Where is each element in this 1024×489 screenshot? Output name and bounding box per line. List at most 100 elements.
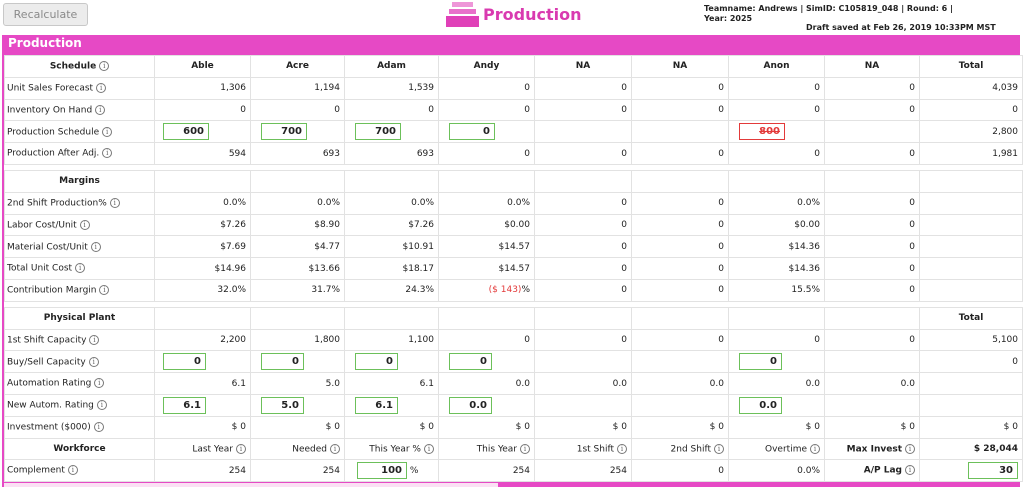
buy-sell-capacity-input[interactable]: 0	[261, 353, 304, 371]
second-shift-production-cell: 0.0%	[250, 191, 345, 215]
production-schedule-input[interactable]: 0	[449, 123, 495, 141]
production-schedule-label: Production Schedule i	[4, 120, 155, 144]
info-icon[interactable]: i	[96, 400, 107, 411]
info-icon[interactable]: i	[89, 334, 100, 345]
info-icon[interactable]: i	[102, 126, 113, 137]
empty-cell	[919, 257, 1023, 280]
info-icon[interactable]: i	[905, 443, 915, 454]
unit-sales-forecast-cell: 0	[631, 76, 729, 100]
investment-label: Investment ($000) i	[4, 415, 155, 439]
buy-sell-capacity-row: Buy/Sell Capacity i 0 0 0 0 0 0	[4, 350, 1023, 374]
contribution-margin-cell: 32.0%	[154, 278, 251, 302]
workforce-column-header: Max Invest i	[824, 437, 920, 461]
empty-cell	[919, 372, 1023, 395]
info-icon[interactable]: i	[424, 443, 434, 454]
buy-sell-capacity-input[interactable]: 0	[163, 353, 206, 371]
labor-cost-cell: $7.26	[344, 213, 439, 237]
production-after-adj-cell: 0	[438, 142, 535, 165]
buy-sell-capacity-input[interactable]: 0	[739, 353, 782, 371]
info-icon[interactable]: i	[79, 219, 90, 230]
first-shift-capacity-cell: 0	[534, 328, 632, 352]
automation-rating-cell: 0.0	[631, 372, 729, 395]
new-autom-rating-input[interactable]: 6.1	[355, 396, 398, 414]
labor-cost-cell: $0.00	[438, 213, 535, 237]
material-cost-cell: 0	[824, 235, 920, 259]
unit-sales-forecast-cell: 0	[824, 76, 920, 100]
recalculate-button[interactable]: Recalculate	[3, 3, 88, 26]
production-schedule-input[interactable]: 600	[163, 123, 209, 141]
workforce-column-header: Overtime i	[728, 437, 825, 461]
empty-cell	[534, 350, 632, 374]
complement-last-year: 254	[154, 459, 251, 483]
empty-cell	[919, 169, 1023, 193]
empty-cell	[250, 306, 345, 330]
empty-cell	[919, 191, 1023, 215]
labor-cost-cell: 0	[534, 213, 632, 237]
info-icon[interactable]: i	[93, 421, 104, 432]
total-unit-cost-label: Total Unit Cost i	[4, 257, 155, 280]
info-icon[interactable]: i	[236, 443, 246, 454]
info-icon[interactable]: i	[96, 82, 107, 93]
info-icon[interactable]: i	[94, 378, 105, 389]
production-schedule-input[interactable]: 800	[739, 123, 785, 141]
ap-lag-input[interactable]: 30	[968, 462, 1018, 480]
info-icon[interactable]: i	[88, 356, 99, 367]
year-line: Year: 2025	[704, 14, 753, 23]
production-schedule-input[interactable]: 700	[261, 123, 307, 141]
margins-heading: Margins	[4, 169, 155, 193]
new-autom-rating-input[interactable]: 5.0	[261, 396, 304, 414]
labor-cost-label: Labor Cost/Unit i	[4, 213, 155, 237]
info-icon[interactable]: i	[109, 197, 120, 208]
unit-sales-forecast-row: Unit Sales Forecast i 1,306 1,194 1,539 0 0 0 0 0…	[4, 76, 1023, 100]
new-autom-rating-input[interactable]: 0.0	[739, 396, 782, 414]
new-autom-rating-input[interactable]: 0.0	[449, 396, 492, 414]
investment-cell: $ 0	[438, 415, 535, 439]
complement-needed: 254	[250, 459, 345, 483]
ap-lag-label: A/P Lag i	[824, 459, 920, 483]
first-shift-capacity-cell: 1,100	[344, 328, 439, 352]
info-icon[interactable]: i	[95, 104, 106, 115]
info-icon[interactable]: i	[617, 443, 627, 454]
production-after-adj-cell: 0	[631, 142, 729, 165]
empty-cell	[631, 393, 729, 417]
inventory-on-hand-cell: 0	[438, 98, 535, 122]
new-autom-rating-input[interactable]: 6.1	[163, 396, 206, 414]
production-schedule-row: Production Schedule i 600 700 700 0 800 2,…	[4, 120, 1023, 144]
column-header: Able	[154, 55, 251, 78]
empty-cell	[919, 213, 1023, 237]
buy-sell-capacity-input[interactable]: 0	[449, 353, 492, 371]
spacer-row	[4, 300, 1023, 308]
production-schedule-total: 2,800	[919, 120, 1023, 144]
this-year-percent-input[interactable]: 100	[357, 462, 407, 480]
total-unit-cost-cell: 0	[631, 257, 729, 280]
material-cost-label: Material Cost/Unit i	[4, 235, 155, 259]
empty-cell	[534, 393, 632, 417]
info-icon[interactable]: i	[102, 148, 113, 159]
empty-cell	[154, 306, 251, 330]
buy-sell-capacity-input[interactable]: 0	[355, 353, 398, 371]
info-icon[interactable]: i	[75, 263, 86, 274]
total-unit-cost-row: Total Unit Cost i $14.96 $13.66 $18.17 $14.57…	[4, 257, 1023, 280]
production-after-adj-cell: 0	[534, 142, 632, 165]
info-icon[interactable]: i	[90, 241, 101, 252]
info-icon[interactable]: i	[714, 443, 724, 454]
complement-label: Complement i	[4, 459, 155, 483]
material-cost-cell: 0	[534, 235, 632, 259]
info-icon[interactable]: i	[67, 465, 78, 476]
production-schedule-input[interactable]: 700	[355, 123, 401, 141]
material-cost-cell: $14.36	[728, 235, 825, 259]
info-icon[interactable]: i	[905, 465, 915, 476]
second-shift-production-cell: 0	[631, 191, 729, 215]
info-icon[interactable]: i	[99, 285, 110, 296]
workforce-heading: Workforce	[4, 437, 155, 461]
info-icon[interactable]: i	[330, 443, 340, 454]
inventory-on-hand-cell: 0	[534, 98, 632, 122]
info-icon[interactable]: i	[810, 443, 820, 454]
info-icon[interactable]: i	[99, 61, 110, 72]
buy-sell-capacity-total: 0	[919, 350, 1023, 374]
column-header: Andy	[438, 55, 535, 78]
contribution-margin-cell: 31.7%	[250, 278, 345, 302]
total-unit-cost-cell: 0	[824, 257, 920, 280]
max-invest-value: $ 28,044	[919, 437, 1023, 461]
info-icon[interactable]: i	[520, 443, 530, 454]
